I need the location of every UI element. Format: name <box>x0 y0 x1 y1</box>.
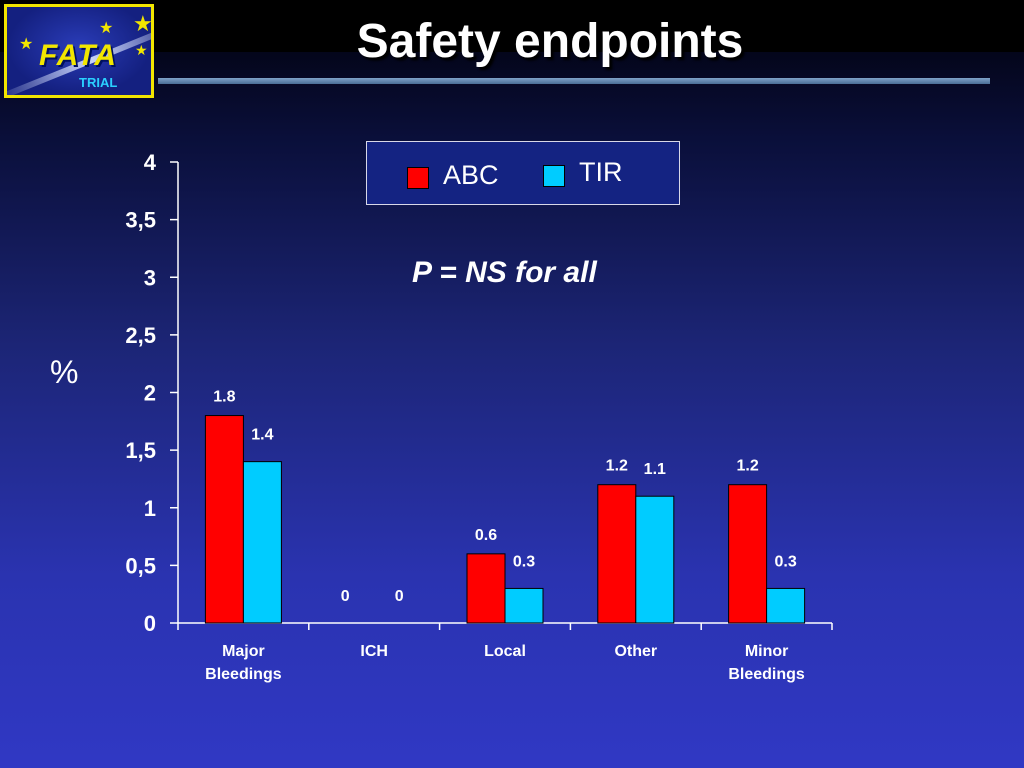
logo-name: FATA <box>39 39 117 72</box>
bar-abc <box>204 415 244 624</box>
star-icon: ★ <box>135 42 148 58</box>
title-band <box>0 0 1024 52</box>
bar-abc <box>466 553 506 624</box>
y-tick-label: 4 <box>144 150 157 175</box>
x-tick-label: Minor <box>745 643 789 660</box>
legend-swatch-abc <box>407 167 429 189</box>
data-label-abc: 0 <box>341 588 350 605</box>
page-title: Safety endpoints <box>356 15 744 68</box>
data-label-abc: 0.6 <box>475 527 497 544</box>
bar-tir <box>635 495 675 624</box>
x-tick-label: Local <box>484 643 526 660</box>
logo-sub: TRIAL <box>79 75 118 90</box>
legend-swatch-tir <box>543 165 565 187</box>
y-tick-label: 2 <box>144 381 156 406</box>
x-tick-label: Bleedings <box>205 666 282 683</box>
x-tick-label: Major <box>222 643 265 660</box>
bar-tir <box>504 587 544 624</box>
star-icon: ★ <box>133 11 153 36</box>
y-axis-label: % <box>50 354 79 390</box>
legend-label-tir: TIR <box>579 157 623 187</box>
bar-abc <box>728 484 768 624</box>
chart-legend: ABC TIR <box>366 141 680 205</box>
y-tick-label: 3 <box>144 265 156 290</box>
data-label-tir: 1.1 <box>644 461 666 478</box>
y-tick-label: 0,5 <box>125 553 156 578</box>
data-label-tir: 0 <box>395 588 404 605</box>
y-tick-label: 3,5 <box>125 208 156 233</box>
x-tick-label: Other <box>614 643 657 660</box>
data-label-tir: 0.3 <box>774 553 796 570</box>
bar-tir <box>766 587 806 624</box>
star-icon: ★ <box>19 36 34 53</box>
y-tick-label: 1 <box>144 496 156 521</box>
fata-trial-logo: ★ ★ ★ ★ FATA TRIAL <box>4 4 154 98</box>
y-tick-label: 2,5 <box>125 323 156 348</box>
x-tick-label: Bleedings <box>728 666 805 683</box>
legend-label-abc: ABC <box>443 160 499 190</box>
bar-abc <box>597 484 637 624</box>
data-label-abc: 1.2 <box>606 458 628 475</box>
data-label-tir: 1.4 <box>251 427 273 444</box>
star-icon: ★ <box>99 20 114 37</box>
significance-note: P = NS for all <box>412 256 597 289</box>
title-rule <box>158 78 990 84</box>
y-tick-label: 0 <box>144 611 156 636</box>
data-label-abc: 1.2 <box>736 458 758 475</box>
y-tick-label: 1,5 <box>125 438 156 463</box>
bar-tir <box>242 461 282 624</box>
data-label-abc: 1.8 <box>213 389 235 406</box>
x-tick-label: ICH <box>360 643 388 660</box>
data-label-tir: 0.3 <box>513 553 535 570</box>
